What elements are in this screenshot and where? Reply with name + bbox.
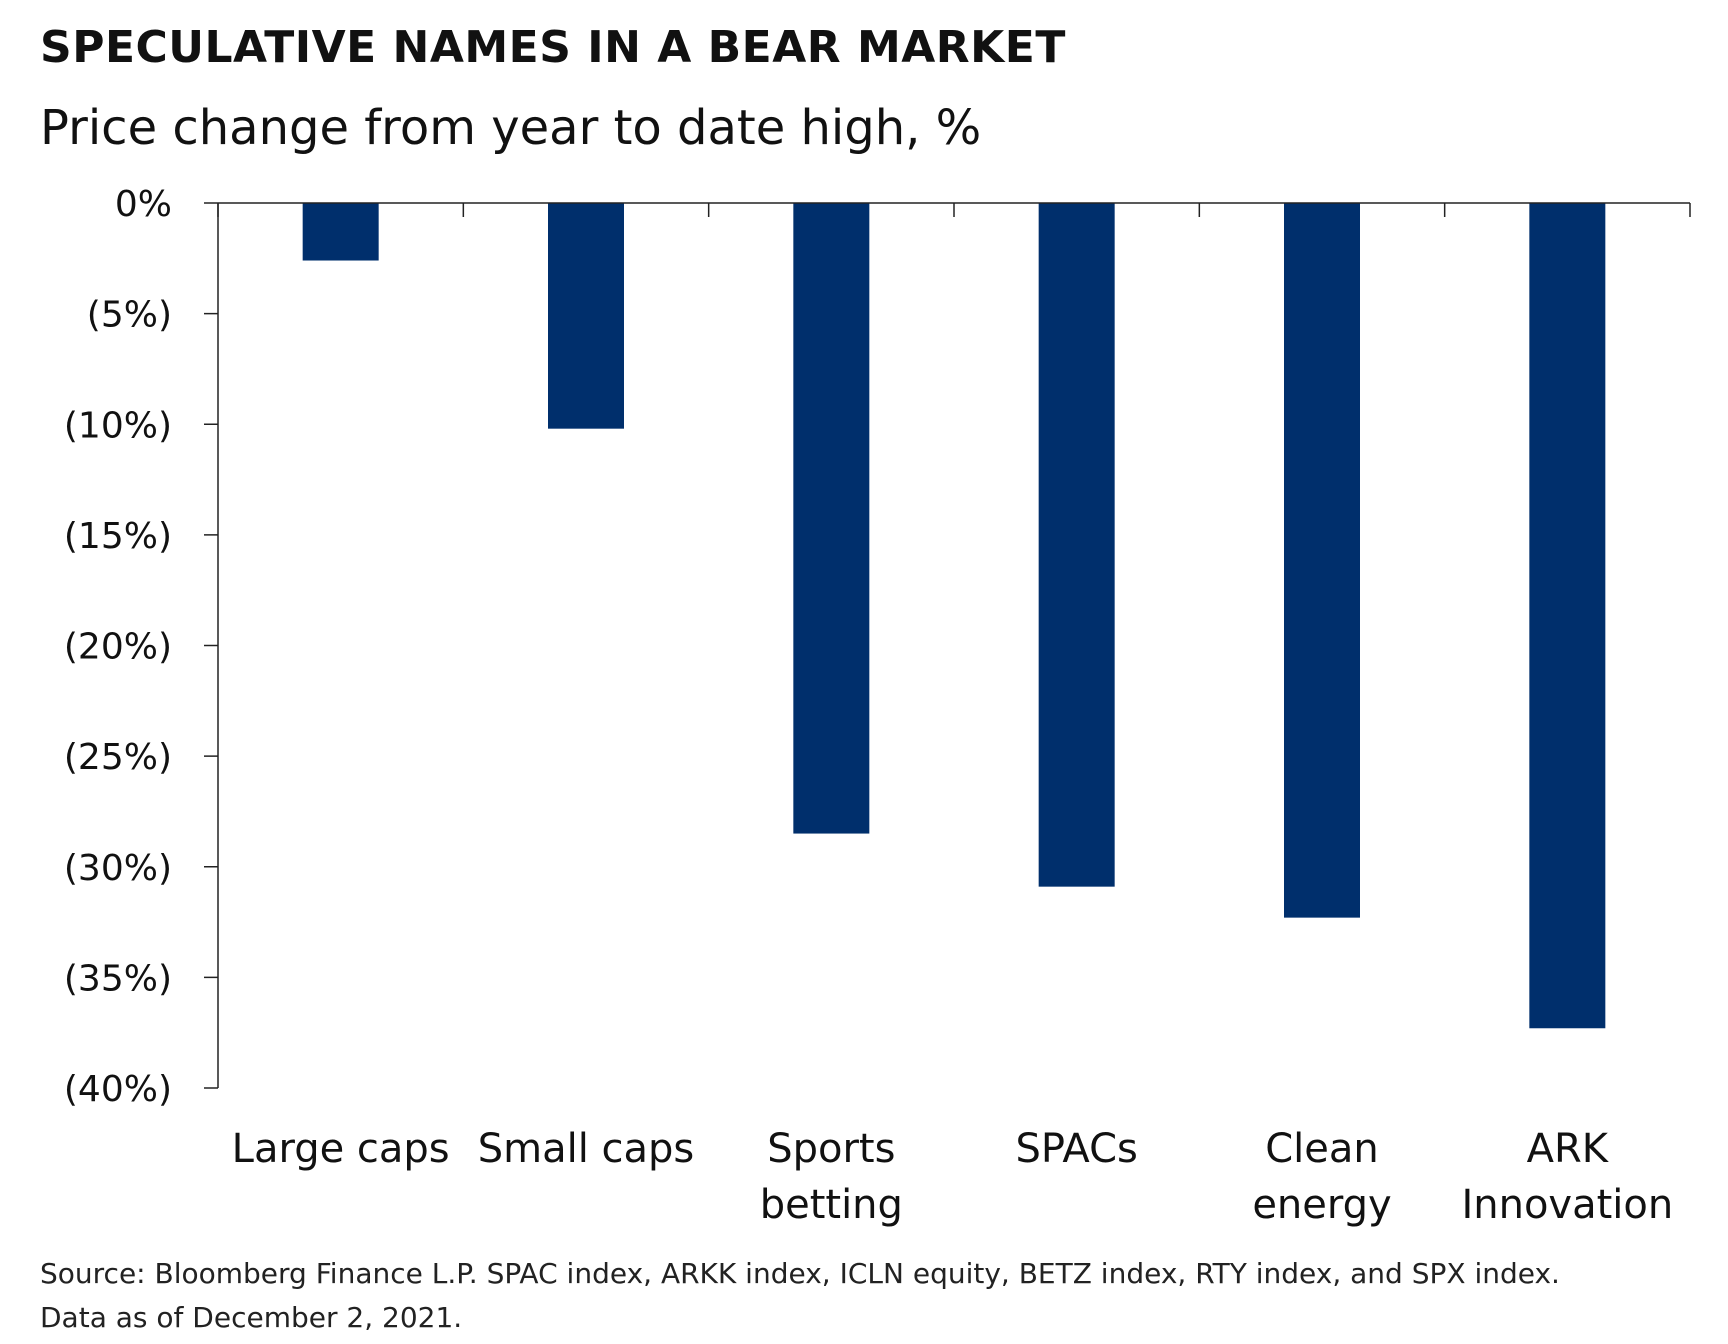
y-tick-label-4: (20%): [64, 627, 172, 668]
bar-5: [1529, 203, 1606, 1029]
chart-title: SPECULATIVE NAMES IN A BEAR MARKET: [40, 22, 1066, 73]
category-label-4: Clean energy: [1252, 1126, 1391, 1228]
category-label-0-line-0: Large caps: [232, 1126, 450, 1172]
bar-3: [1038, 203, 1115, 887]
bar-chart: 0% (5%) (10%) (15%) (20%) (25%) (30%) (35%) (40%…: [64, 184, 1691, 1228]
category-label-2-line-1: betting: [760, 1182, 903, 1228]
source-note: Source: Bloomberg Finance L.P. SPAC inde…: [40, 1252, 1700, 1340]
y-tick-label-6: (30%): [64, 848, 172, 889]
y-tick-label-2: (10%): [64, 405, 172, 446]
category-label-1-line-0: Small caps: [478, 1126, 695, 1172]
category-label-3: SPACs: [1015, 1126, 1137, 1172]
bar-4: [1284, 203, 1360, 918]
bars-layer: [302, 203, 1606, 1029]
category-label-2: Sports betting: [760, 1126, 903, 1228]
y-tick-label-3: (15%): [64, 516, 172, 557]
y-tick-label-5: (25%): [64, 737, 172, 778]
chart-subtitle: Price change from year to date high, %: [40, 100, 982, 156]
category-label-2-line-0: Sports: [767, 1126, 895, 1172]
category-label-5-line-1: Innovation: [1461, 1182, 1673, 1228]
bar-2: [793, 203, 870, 834]
category-label-0: Large caps: [232, 1126, 450, 1172]
axes-layer: [204, 202, 1691, 1089]
y-tick-label-1: (5%): [87, 295, 172, 336]
bar-1: [548, 203, 624, 429]
source-line-1: Source: Bloomberg Finance L.P. SPAC inde…: [40, 1257, 1560, 1290]
category-label-5: ARK Innovation: [1461, 1126, 1673, 1228]
y-tick-label-7: (35%): [64, 958, 172, 999]
bar-0: [302, 203, 379, 261]
labels-layer: 0% (5%) (10%) (15%) (20%) (25%) (30%) (35%) (40%…: [64, 184, 1673, 1228]
category-label-4-line-1: energy: [1252, 1182, 1391, 1228]
category-label-1: Small caps: [478, 1126, 695, 1172]
category-label-3-line-0: SPACs: [1015, 1126, 1137, 1172]
y-tick-label-8: (40%): [64, 1069, 172, 1110]
category-label-4-line-0: Clean: [1265, 1126, 1379, 1172]
category-label-5-line-0: ARK: [1527, 1126, 1610, 1172]
source-line-2: Data as of December 2, 2021.: [40, 1301, 463, 1334]
y-tick-label-0: 0%: [115, 184, 172, 225]
